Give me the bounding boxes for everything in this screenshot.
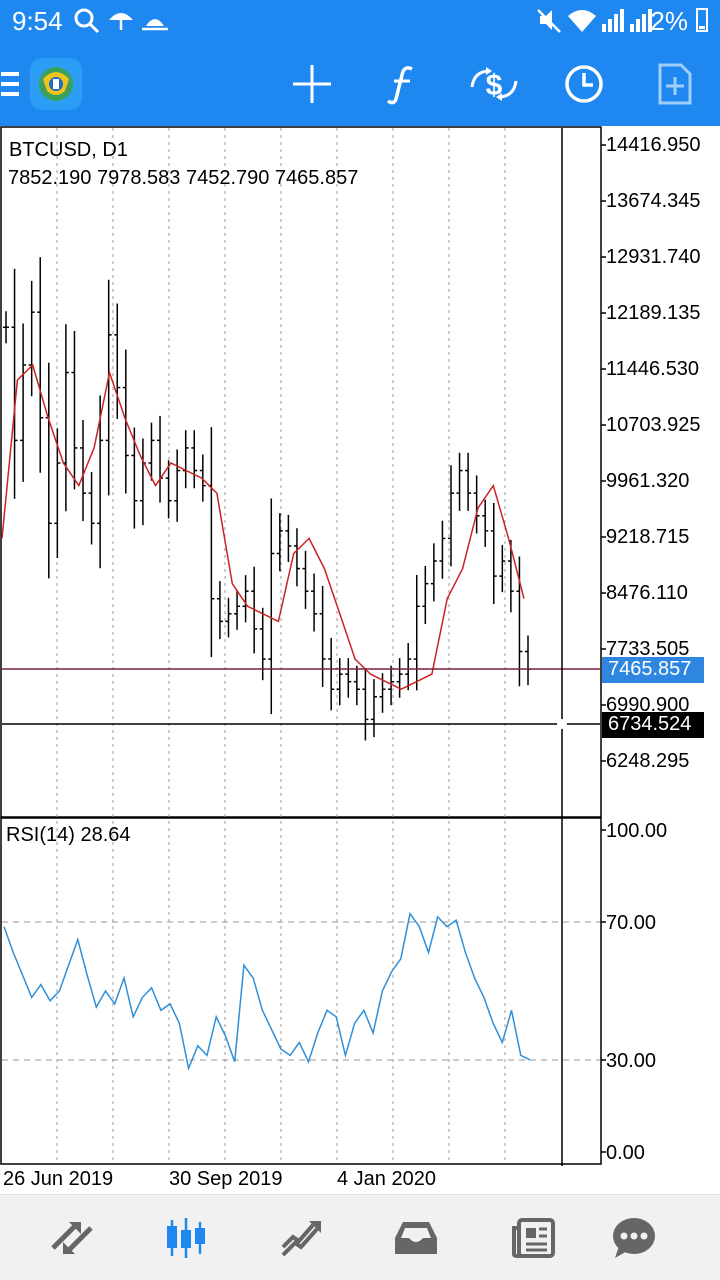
moving-average-line (1, 363, 525, 691)
nav-chart[interactable] (126, 1195, 246, 1280)
price-label: 6248.295 (606, 750, 690, 772)
indicators-icon (387, 66, 413, 105)
signal-icon (602, 9, 624, 32)
rsi-label: RSI(14) 28.64 (6, 824, 131, 846)
trade-icon (281, 1221, 321, 1257)
news-icon (512, 1218, 555, 1258)
toolbar: $ (0, 42, 720, 126)
bottom-nav (0, 1194, 720, 1280)
weather-icon (142, 19, 168, 31)
crosshair-icon (293, 65, 331, 103)
main-chart-frame (0, 126, 602, 818)
price-axis-ticks (601, 144, 606, 1153)
new-order-button[interactable] (646, 42, 704, 126)
app-logo-button[interactable] (28, 42, 84, 126)
ohlc-values: 7852.190 7978.583 7452.790 7465.857 (8, 167, 359, 189)
wifi-icon (568, 10, 596, 32)
price-label: 8476.110 (606, 582, 688, 604)
rsi-level-30: 30.00 (606, 1050, 657, 1072)
grid-verticals (56, 128, 506, 1164)
chart-canvas[interactable] (0, 126, 720, 1194)
price-label: 9961.320 (606, 470, 690, 492)
price-label: 10703.925 (606, 414, 701, 436)
price-label: 13674.345 (606, 190, 701, 212)
date-label-1: 26 Jun 2019 (3, 1168, 114, 1190)
nav-news[interactable] (474, 1195, 594, 1280)
mute-icon (537, 9, 561, 33)
search-icon (74, 8, 100, 34)
status-bar: 9:54 2% (0, 0, 720, 42)
indicators-button[interactable] (372, 42, 432, 126)
nav-history[interactable] (356, 1195, 476, 1280)
price-label: 14416.950 (606, 134, 701, 156)
price-label: 9218.715 (606, 526, 690, 548)
date-label-2: 30 Sep 2019 (169, 1168, 283, 1190)
price-label: 12931.740 (606, 246, 701, 268)
current-price-value: 7465.857 (608, 658, 692, 680)
nav-trade[interactable] (242, 1195, 362, 1280)
symbol-label: BTCUSD, D1 (9, 139, 128, 161)
timeframe-icon (565, 65, 603, 103)
current-price-tag (602, 657, 704, 683)
battery-icon (696, 8, 708, 32)
nav-quotes[interactable] (12, 1195, 132, 1280)
rsi-level-100: 100.00 (606, 820, 668, 842)
inbox-icon (395, 1222, 437, 1254)
price-label: 11446.530 (606, 358, 700, 380)
crosshair-price-tag (602, 712, 704, 738)
quotes-icon (51, 1222, 93, 1254)
menu-button[interactable] (0, 42, 22, 126)
price-label: 12189.135 (606, 302, 701, 324)
menu-icon (1, 72, 19, 96)
objects-button[interactable]: $ (462, 42, 526, 126)
rsi-level-70: 70.00 (606, 912, 657, 934)
date-label-3: 4 Jan 2020 (337, 1168, 436, 1190)
timeframe-button[interactable] (554, 42, 614, 126)
signal-2-icon (630, 9, 652, 32)
price-label: 6990.900 (606, 694, 690, 716)
new-order-icon (658, 63, 692, 105)
rsi-line (3, 911, 531, 1071)
crosshair-center (557, 719, 567, 729)
rsi-level-0: 0.00 (606, 1142, 645, 1164)
chart-area[interactable]: BTCUSD, D1 7852.190 7978.583 7452.790 74… (0, 126, 720, 1194)
nav-chat[interactable] (574, 1195, 694, 1280)
rsi-frame (0, 817, 602, 1165)
battery-level: 2% (650, 6, 688, 36)
candlestick-chart-icon (167, 1218, 205, 1258)
price-label: 7733.505 (606, 638, 690, 660)
status-time: 9:54 (12, 6, 63, 36)
svg-text:$: $ (486, 69, 503, 102)
umbrella-icon (109, 13, 133, 30)
price-bars (3, 257, 531, 741)
objects-icon: $ (470, 67, 518, 102)
app-logo (30, 58, 82, 110)
crosshair-price-value: 6734.524 (608, 713, 692, 735)
crosshair-button[interactable] (282, 42, 342, 126)
chat-icon (613, 1218, 655, 1258)
